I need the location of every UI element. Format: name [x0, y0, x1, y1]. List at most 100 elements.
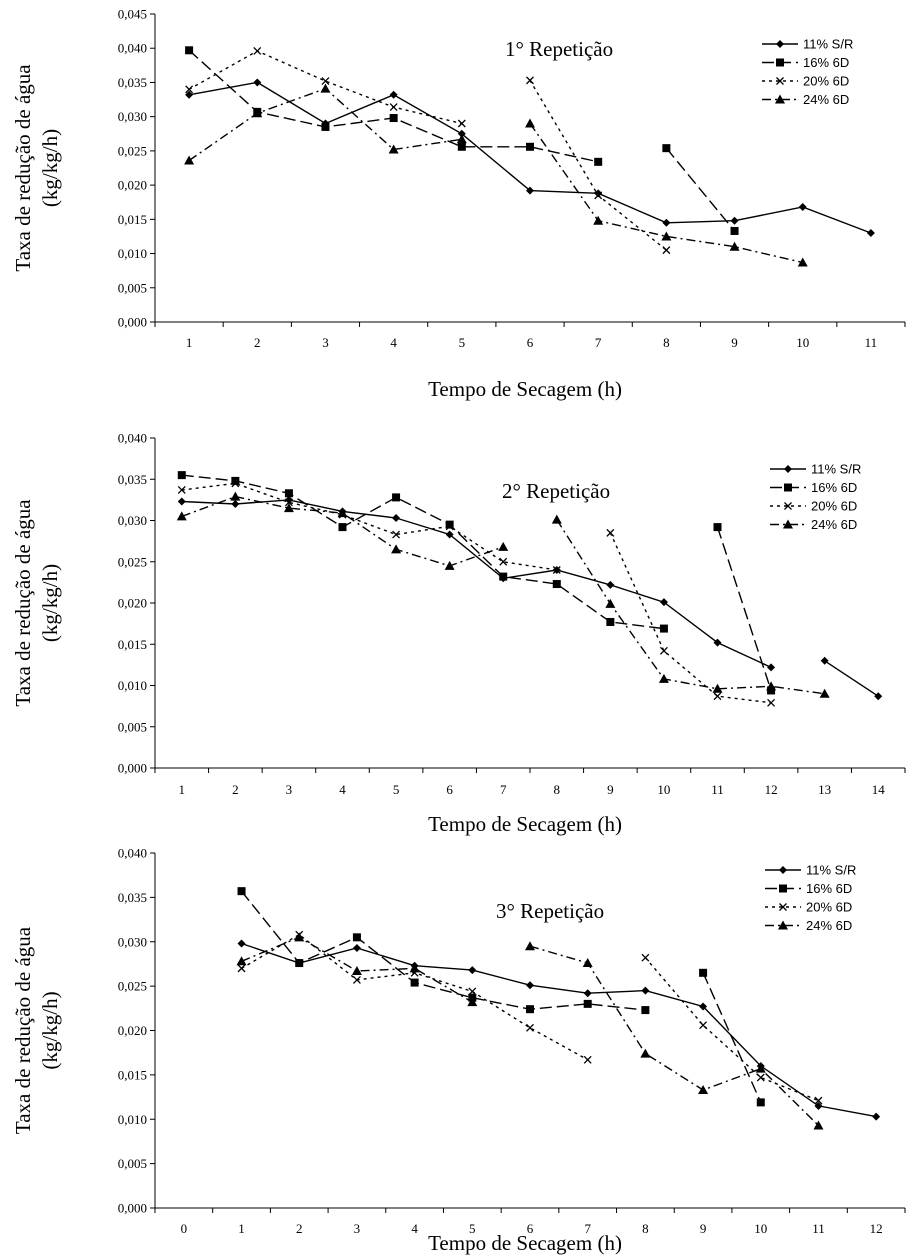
x-marker: [814, 1096, 823, 1105]
chart-title: 2° Repetição: [502, 479, 610, 503]
x-marker: [253, 47, 262, 55]
y-tick-label: 0,015: [118, 1067, 147, 1082]
y-axis-title: Taxa de redução de água: [11, 926, 35, 1134]
diamond-marker: [699, 1002, 708, 1011]
square-marker: [583, 999, 592, 1008]
x-marker: [526, 76, 534, 85]
x-tick-label: 4: [339, 782, 346, 797]
x-marker: [583, 1055, 592, 1064]
y-tick-label: 0,030: [118, 109, 147, 124]
triangle-marker: [252, 108, 263, 118]
x-marker: [392, 530, 401, 539]
square-marker: [606, 617, 615, 626]
series-line: [644, 957, 819, 1102]
y-tick-label: 0,005: [118, 280, 147, 295]
triangle-marker: [456, 134, 467, 144]
x-tick-label: 10: [754, 1221, 767, 1236]
x-marker: [237, 964, 246, 973]
triangle-marker: [409, 963, 420, 973]
triangle-marker: [525, 118, 535, 128]
x-axis-title: Tempo de Secagem (h): [428, 812, 622, 836]
y-tick-label: 0,035: [118, 472, 147, 487]
series-2: [177, 471, 776, 695]
x-marker: [321, 77, 330, 86]
x-marker: [499, 557, 508, 566]
y-axis-title-unit: (kg/kg/h): [38, 129, 62, 207]
x-axis-title: Tempo de Secagem (h): [428, 1231, 622, 1255]
y-tick-label: 0,015: [118, 637, 147, 652]
x-tick-label: 7: [500, 782, 507, 797]
x-marker: [659, 646, 668, 655]
diamond-marker: [606, 580, 615, 589]
legend-label: 24% 6D: [803, 92, 849, 107]
y-tick-label: 0,010: [118, 246, 147, 261]
x-tick-label: 1: [179, 782, 186, 797]
x-tick-label: 0: [181, 1221, 188, 1236]
triangle-marker: [605, 598, 616, 608]
x-marker: [231, 479, 240, 488]
legend-label: 20% 6D: [806, 900, 852, 915]
triangle-marker: [467, 997, 478, 1007]
legend-label: 11% S/R: [811, 462, 861, 477]
x-marker: [552, 566, 561, 574]
triangle-marker: [294, 932, 305, 942]
triangle-marker: [283, 503, 294, 513]
square-marker: [237, 887, 246, 896]
series-line: [181, 482, 557, 571]
y-tick-label: 0,020: [118, 178, 147, 193]
diamond-marker: [820, 656, 829, 665]
y-tick-label: 0,015: [118, 212, 147, 227]
y-tick-label: 0,000: [118, 1201, 147, 1216]
triangle-marker: [351, 966, 362, 976]
triangle-marker: [551, 514, 562, 524]
x-tick-label: 9: [607, 782, 614, 797]
diamond-marker: [641, 986, 650, 995]
x-tick-label: 14: [872, 782, 886, 797]
series-line: [181, 474, 664, 630]
square-marker: [389, 114, 398, 123]
series-line: [188, 81, 872, 234]
y-tick-label: 0,005: [118, 719, 147, 734]
square-marker: [321, 122, 330, 131]
triangle-marker: [778, 920, 788, 930]
x-tick-label: 3: [322, 335, 329, 350]
y-tick-label: 0,005: [118, 1156, 147, 1171]
diamond-marker: [284, 495, 293, 504]
square-marker: [552, 580, 561, 589]
diamond-marker: [730, 216, 739, 225]
y-axis-title-unit: (kg/kg/h): [38, 991, 62, 1069]
series-line: [824, 660, 879, 697]
y-tick-label: 0,030: [118, 934, 147, 949]
y-axis-title: Taxa de redução de água: [11, 64, 35, 272]
square-marker: [499, 572, 508, 581]
y-tick-label: 0,010: [118, 1112, 147, 1127]
y-tick-label: 0,040: [118, 431, 147, 446]
square-marker: [767, 686, 776, 695]
x-tick-label: 5: [469, 1221, 476, 1236]
y-tick-label: 0,025: [118, 979, 147, 994]
x-tick-label: 4: [390, 335, 397, 350]
triangle-marker: [391, 544, 402, 554]
y-axis-title: Taxa de redução de água: [11, 499, 35, 707]
series-line: [529, 945, 819, 1126]
triangle-marker: [819, 688, 830, 698]
diamond-marker: [185, 90, 194, 99]
x-marker: [284, 498, 293, 507]
square-marker: [410, 978, 419, 987]
y-tick-label: 0,040: [118, 846, 147, 861]
y-tick-label: 0,010: [118, 678, 147, 693]
series-line: [529, 123, 803, 264]
x-marker: [784, 502, 792, 510]
square-marker: [662, 144, 671, 153]
x-tick-label: 12: [765, 782, 778, 797]
chart-title: 3° Repetição: [496, 899, 604, 923]
triangle-marker: [661, 231, 672, 241]
square-marker: [526, 1005, 534, 1014]
diamond-marker: [526, 186, 534, 195]
diamond-marker: [457, 129, 466, 138]
x-tick-label: 11: [865, 335, 878, 350]
square-marker: [177, 471, 186, 480]
x-tick-label: 8: [663, 335, 670, 350]
square-marker: [526, 142, 534, 151]
